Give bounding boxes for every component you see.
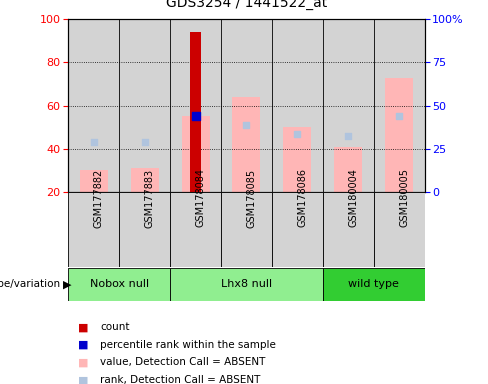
Text: Nobox null: Nobox null: [90, 279, 149, 289]
Bar: [170, 19, 221, 192]
Bar: [119, 192, 170, 267]
Bar: [80, 170, 108, 192]
Text: genotype/variation: genotype/variation: [0, 279, 63, 289]
Bar: [68, 268, 170, 301]
Text: GSM178085: GSM178085: [246, 169, 256, 228]
Point: [192, 113, 200, 119]
Bar: [323, 19, 374, 192]
Text: percentile rank within the sample: percentile rank within the sample: [100, 340, 276, 350]
Text: rank, Detection Call = ABSENT: rank, Detection Call = ABSENT: [100, 375, 261, 384]
Text: ■: ■: [78, 358, 89, 367]
Bar: [272, 19, 323, 192]
Bar: [68, 19, 119, 192]
Point: [395, 113, 403, 119]
Bar: [323, 192, 374, 267]
Bar: [182, 116, 209, 192]
Point: [243, 122, 250, 128]
Point: [90, 139, 98, 146]
Text: ■: ■: [78, 322, 89, 332]
Text: count: count: [100, 322, 129, 332]
Bar: [190, 32, 201, 192]
Bar: [385, 78, 413, 192]
Bar: [323, 268, 425, 301]
Text: value, Detection Call = ABSENT: value, Detection Call = ABSENT: [100, 358, 265, 367]
Bar: [374, 19, 425, 192]
Text: GSM178084: GSM178084: [196, 169, 205, 227]
Bar: [131, 168, 159, 192]
Bar: [68, 192, 119, 267]
Text: GSM177883: GSM177883: [144, 169, 155, 228]
Text: GSM180004: GSM180004: [348, 169, 358, 227]
Bar: [284, 127, 311, 192]
Point: [293, 131, 301, 137]
Text: ■: ■: [78, 375, 89, 384]
Bar: [221, 192, 272, 267]
Bar: [374, 192, 425, 267]
Bar: [334, 147, 362, 192]
Text: GSM178086: GSM178086: [297, 169, 307, 227]
Text: Lhx8 null: Lhx8 null: [221, 279, 272, 289]
Bar: [170, 192, 221, 267]
Text: wild type: wild type: [348, 279, 399, 289]
Bar: [221, 19, 272, 192]
Point: [345, 133, 352, 139]
Text: GSM177882: GSM177882: [94, 168, 104, 228]
Bar: [272, 192, 323, 267]
Bar: [232, 97, 261, 192]
Text: ■: ■: [78, 340, 89, 350]
Text: ▶: ▶: [63, 279, 72, 289]
Text: GDS3254 / 1441522_at: GDS3254 / 1441522_at: [166, 0, 327, 10]
Text: GSM180005: GSM180005: [399, 169, 409, 227]
Point: [141, 139, 148, 146]
Bar: [170, 268, 323, 301]
Bar: [119, 19, 170, 192]
